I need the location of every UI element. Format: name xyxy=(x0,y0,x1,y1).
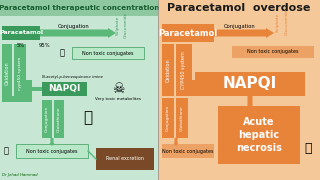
Text: CYP450 system: CYP450 system xyxy=(181,51,187,89)
Bar xyxy=(158,0,320,180)
Text: Oxidation: Oxidation xyxy=(4,61,10,85)
Text: 5%: 5% xyxy=(17,43,25,48)
Text: 🙂: 🙂 xyxy=(4,147,9,156)
FancyBboxPatch shape xyxy=(16,144,88,158)
Text: Acute
hepatic
necrosis: Acute hepatic necrosis xyxy=(236,117,282,153)
Text: Glutathione: Glutathione xyxy=(57,106,61,132)
Text: Paracetamol  overdose: Paracetamol overdose xyxy=(167,3,311,13)
Text: NAPQI: NAPQI xyxy=(223,76,277,91)
FancyBboxPatch shape xyxy=(162,98,174,138)
Text: 🙂: 🙂 xyxy=(60,48,65,57)
Text: Conjugation: Conjugation xyxy=(45,106,49,132)
Bar xyxy=(26,80,32,102)
Text: Glutathione: Glutathione xyxy=(180,105,184,131)
Text: Conjugation: Conjugation xyxy=(58,24,90,29)
Text: cyp450 system: cyp450 system xyxy=(18,56,22,90)
FancyBboxPatch shape xyxy=(42,100,52,138)
Bar xyxy=(2,96,26,102)
Text: Non toxic conjugates: Non toxic conjugates xyxy=(82,51,134,55)
Text: Sulphate: Sulphate xyxy=(276,12,280,32)
FancyArrow shape xyxy=(246,96,254,123)
Text: Renal excretion: Renal excretion xyxy=(106,156,144,161)
Text: Paracetamol therapeutic concentration: Paracetamol therapeutic concentration xyxy=(0,5,159,11)
FancyBboxPatch shape xyxy=(162,44,174,96)
Bar xyxy=(0,0,158,180)
Text: Conjugation: Conjugation xyxy=(224,24,256,29)
Text: Non toxic conjugates: Non toxic conjugates xyxy=(26,148,78,154)
FancyBboxPatch shape xyxy=(14,44,26,102)
Text: Non toxic conjugates: Non toxic conjugates xyxy=(247,50,299,55)
FancyBboxPatch shape xyxy=(96,148,154,170)
FancyBboxPatch shape xyxy=(162,24,214,42)
FancyBboxPatch shape xyxy=(72,47,144,59)
FancyArrow shape xyxy=(214,28,274,38)
Text: N-acetyl-p-benzoquinone imine: N-acetyl-p-benzoquinone imine xyxy=(42,75,102,79)
FancyBboxPatch shape xyxy=(195,72,305,96)
FancyBboxPatch shape xyxy=(2,26,40,40)
FancyBboxPatch shape xyxy=(176,44,192,96)
FancyBboxPatch shape xyxy=(232,46,314,58)
FancyArrow shape xyxy=(173,138,179,146)
FancyBboxPatch shape xyxy=(54,100,64,138)
FancyArrow shape xyxy=(50,138,54,146)
Text: Paracetamol: Paracetamol xyxy=(0,30,43,35)
Text: Dr Jehad Hammad: Dr Jehad Hammad xyxy=(2,173,38,177)
FancyArrow shape xyxy=(32,86,46,92)
Text: Glucuronide: Glucuronide xyxy=(285,9,289,35)
Text: ☠: ☠ xyxy=(112,82,124,96)
Text: Very toxic metabolites: Very toxic metabolites xyxy=(95,97,141,101)
FancyArrow shape xyxy=(40,28,116,38)
FancyBboxPatch shape xyxy=(2,44,12,102)
FancyBboxPatch shape xyxy=(218,106,300,164)
FancyBboxPatch shape xyxy=(176,98,188,138)
Text: Oxidation: Oxidation xyxy=(165,58,171,82)
FancyBboxPatch shape xyxy=(42,82,87,96)
Text: NAPQI: NAPQI xyxy=(48,84,80,93)
Bar xyxy=(192,80,202,96)
FancyBboxPatch shape xyxy=(162,144,214,158)
Text: Sulphate: Sulphate xyxy=(116,15,120,35)
Text: Conjugation: Conjugation xyxy=(166,105,170,131)
Text: Glucuronide: Glucuronide xyxy=(124,12,128,38)
Text: 🤔: 🤔 xyxy=(304,141,312,154)
Text: 🌹: 🌹 xyxy=(84,111,92,125)
Bar xyxy=(0,0,158,16)
Text: Non toxic conjugates: Non toxic conjugates xyxy=(162,148,214,154)
Text: 95%: 95% xyxy=(38,43,50,48)
Text: Paracetamol: Paracetamol xyxy=(158,28,218,37)
